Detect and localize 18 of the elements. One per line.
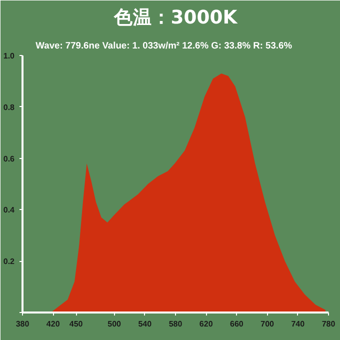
x-tick-label: 620 (199, 320, 214, 328)
x-tick-label: 420 (46, 320, 60, 328)
x-tick-label: 500 (108, 320, 122, 328)
x-tick-label: 540 (138, 320, 152, 328)
chart-title: 色温：3000K (112, 8, 239, 28)
x-tick-label: 660 (230, 320, 244, 328)
x-tick-label: 700 (260, 320, 275, 328)
chart-subtitle: Wave: 779.6ne Value: 1. 033w/m² 12.6% G: 33.8% R: 53.6% (36, 40, 293, 50)
x-tick-label: 740 (291, 320, 306, 328)
x-tick-label: 450 (69, 320, 84, 328)
x-tick-label: 380 (16, 320, 30, 328)
y-tick-label: 0.2 (3, 257, 16, 266)
y-tick-label: 0.4 (3, 206, 16, 215)
x-tick-label: 780 (322, 320, 336, 328)
x-tick-label: 580 (168, 320, 183, 328)
y-tick-label: 1.0 (3, 52, 16, 60)
y-tick-label: 0.6 (3, 154, 16, 164)
y-tick-label: 0.8 (3, 102, 16, 112)
